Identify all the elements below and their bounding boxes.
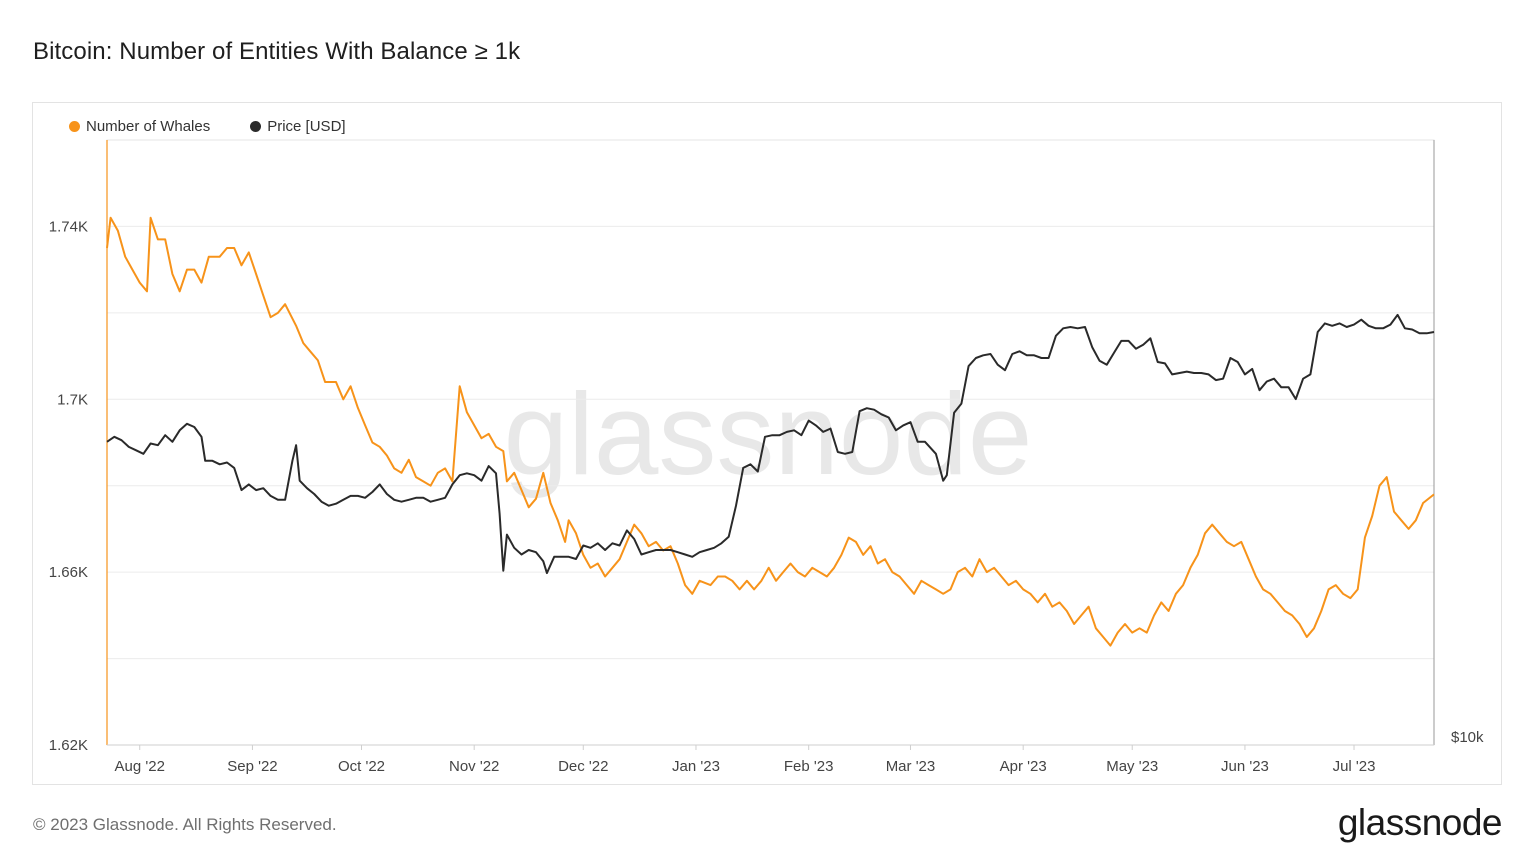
legend-dot-whales [69,121,80,132]
y-right-tick-label: $10k [1451,729,1484,746]
chart-title: Bitcoin: Number of Entities With Balance… [33,38,521,65]
x-tick-label: Feb '23 [784,758,834,775]
price-series-line [106,313,1435,575]
legend-label-price: Price [USD] [267,118,346,135]
legend-item-price[interactable]: Price [USD] [250,118,346,135]
y-left-tick-label: 1.66K [49,564,88,581]
x-tick-label: Nov '22 [449,758,499,775]
x-tick-label: Dec '22 [558,758,608,775]
x-tick-label: Jan '23 [672,758,720,775]
legend-dot-price [250,121,262,132]
copyright-text: © 2023 Glassnode. All Rights Reserved. [33,815,337,834]
x-tick-label: Jun '23 [1221,758,1269,775]
watermark-text: glassnode [504,369,1033,499]
whales-series-line [106,216,1435,647]
x-tick-label: May '23 [1106,758,1158,775]
y-left-tick-label: 1.7K [57,391,88,408]
glassnode-logo[interactable]: glassnode [1337,802,1503,843]
y-left-tick-label: 1.62K [49,737,88,754]
chart-legend: Number of Whales Price [USD] [69,118,346,135]
series-lines [106,216,1435,647]
x-tick-label: Mar '23 [886,758,936,775]
legend-item-whales[interactable]: Number of Whales [69,118,210,135]
tick-labels: 1.62K 1.66K 1.7K 1.74K $10k Aug '22 Sep '22 Oct… [49,218,1484,775]
x-tick-label: Jul '23 [1333,758,1376,775]
x-tick-label: Sep '22 [227,758,277,775]
chart-frame [32,102,1502,785]
legend-label-whales: Number of Whales [86,118,211,135]
x-tick-label: Aug '22 [115,758,165,775]
x-tick-label: Oct '22 [338,758,385,775]
y-left-tick-label: 1.74K [49,218,88,235]
x-tick-label: Apr '23 [1000,758,1047,775]
